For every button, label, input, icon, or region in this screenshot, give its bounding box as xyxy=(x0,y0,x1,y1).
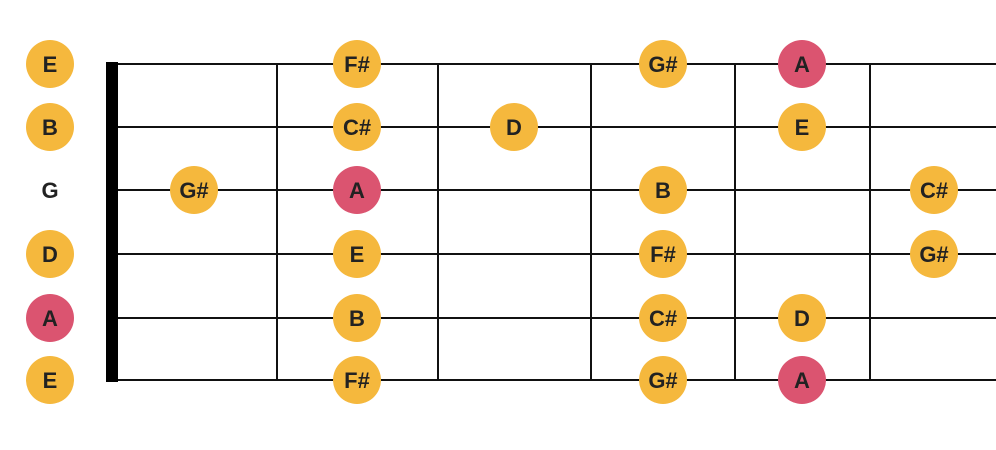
note-circle xyxy=(333,294,381,342)
note-marker-b: B xyxy=(333,294,381,342)
open-note-string-3: G xyxy=(41,178,58,203)
note-marker-gsharp: G# xyxy=(910,230,958,278)
open-note-string-5: A xyxy=(26,294,74,342)
open-note-label: E xyxy=(43,52,58,77)
note-marker-csharp: C# xyxy=(639,294,687,342)
open-note-string-2: B xyxy=(26,103,74,151)
open-note-marker xyxy=(26,230,74,278)
open-note-marker xyxy=(26,356,74,404)
note-label: B xyxy=(655,178,671,203)
note-marker-fsharp: F# xyxy=(333,356,381,404)
note-circle xyxy=(333,230,381,278)
note-circle xyxy=(490,103,538,151)
note-label: D xyxy=(506,115,522,140)
note-marker-e: E xyxy=(333,230,381,278)
open-note-label: A xyxy=(42,306,58,331)
open-string-notes: E B G D A E xyxy=(26,40,74,404)
fretted-notes: F# G# A C# D E G# A B C# E F# G# B C# D F# G# A xyxy=(170,40,958,404)
note-marker-b: B xyxy=(639,166,687,214)
note-marker-a: A xyxy=(333,166,381,214)
note-label: E xyxy=(350,242,365,267)
open-note-string-4: D xyxy=(26,230,74,278)
note-circle xyxy=(910,166,958,214)
root-note-circle xyxy=(778,40,826,88)
note-marker-d: D xyxy=(778,294,826,342)
note-marker-gsharp: G# xyxy=(170,166,218,214)
note-marker-d: D xyxy=(490,103,538,151)
open-note-label: G xyxy=(41,178,58,203)
note-circle xyxy=(639,40,687,88)
open-note-marker xyxy=(26,103,74,151)
root-note-circle xyxy=(778,356,826,404)
note-label: F# xyxy=(650,242,676,267)
note-circle xyxy=(910,230,958,278)
note-marker-fsharp: F# xyxy=(639,230,687,278)
note-marker-csharp: C# xyxy=(333,103,381,151)
open-note-label: B xyxy=(42,115,58,140)
note-marker-e: E xyxy=(778,103,826,151)
note-circle xyxy=(170,166,218,214)
note-circle xyxy=(639,356,687,404)
note-marker-a: A xyxy=(778,356,826,404)
note-circle xyxy=(333,40,381,88)
note-label: C# xyxy=(920,178,948,203)
open-note-marker xyxy=(26,294,74,342)
note-label: A xyxy=(794,52,810,77)
open-note-label: E xyxy=(43,368,58,393)
note-label: C# xyxy=(343,115,371,140)
note-marker-fsharp: F# xyxy=(333,40,381,88)
open-note-string-1: E xyxy=(26,40,74,88)
open-note-string-6: E xyxy=(26,356,74,404)
note-marker-a: A xyxy=(778,40,826,88)
note-circle xyxy=(639,166,687,214)
note-label: C# xyxy=(649,306,677,331)
note-circle xyxy=(639,294,687,342)
note-marker-gsharp: G# xyxy=(639,356,687,404)
note-circle xyxy=(333,103,381,151)
note-label: G# xyxy=(648,52,677,77)
strings xyxy=(106,63,996,381)
frets xyxy=(276,64,871,380)
note-marker-gsharp: G# xyxy=(639,40,687,88)
nut xyxy=(106,62,118,382)
note-label: D xyxy=(794,306,810,331)
note-circle xyxy=(639,230,687,278)
note-circle xyxy=(778,103,826,151)
note-circle xyxy=(778,294,826,342)
note-label: G# xyxy=(919,242,948,267)
note-label: A xyxy=(794,368,810,393)
note-label: G# xyxy=(179,178,208,203)
note-marker-csharp: C# xyxy=(910,166,958,214)
note-label: F# xyxy=(344,368,370,393)
note-circle xyxy=(333,356,381,404)
nut-bar xyxy=(106,62,118,382)
note-label: E xyxy=(795,115,810,140)
note-label: B xyxy=(349,306,365,331)
note-label: A xyxy=(349,178,365,203)
open-note-marker xyxy=(26,40,74,88)
note-label: F# xyxy=(344,52,370,77)
open-note-label: D xyxy=(42,242,58,267)
root-note-circle xyxy=(333,166,381,214)
note-label: G# xyxy=(648,368,677,393)
